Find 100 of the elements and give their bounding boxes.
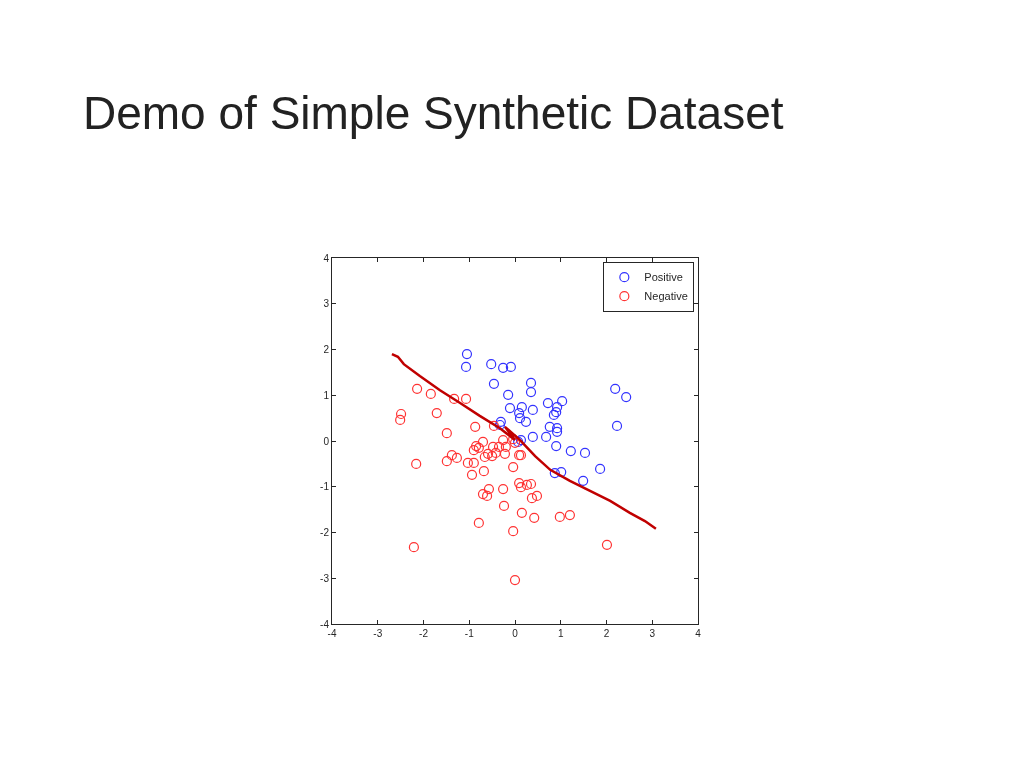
point (595, 463, 606, 475)
y-tick-label: -2 (320, 527, 330, 538)
point (473, 517, 484, 528)
point (431, 407, 442, 419)
point (441, 456, 452, 467)
point (412, 383, 423, 394)
point (544, 421, 555, 432)
point (564, 510, 575, 521)
point (514, 413, 526, 424)
point (579, 447, 591, 458)
point (527, 431, 538, 442)
point (516, 507, 527, 518)
point (488, 420, 500, 431)
point (503, 389, 514, 400)
point (521, 479, 532, 491)
x-tick-label: 3 (649, 628, 656, 639)
point (493, 441, 505, 453)
point (477, 436, 489, 448)
point (488, 378, 500, 389)
x-tick-label: -1 (464, 628, 475, 639)
point (446, 450, 457, 461)
x-tick-label: 0 (512, 628, 519, 639)
x-tick-label: 4 (695, 628, 702, 639)
point (520, 416, 532, 427)
point (531, 490, 543, 501)
point (495, 416, 506, 427)
point (451, 452, 462, 464)
y-tick-label: -3 (320, 572, 330, 584)
point (411, 458, 422, 469)
point (408, 542, 419, 553)
point (425, 388, 436, 399)
point (610, 383, 621, 394)
point (526, 493, 538, 504)
x-tick-label: -3 (373, 628, 383, 639)
x-tick-label: 1 (557, 628, 564, 639)
point (505, 361, 516, 372)
point (462, 457, 473, 469)
point (508, 526, 519, 537)
point (477, 488, 489, 500)
point (498, 362, 509, 373)
point (514, 477, 525, 489)
point (504, 402, 516, 414)
point (487, 441, 499, 453)
x-tick-label: 2 (603, 628, 610, 639)
point (461, 348, 473, 360)
point (556, 467, 567, 478)
point (483, 483, 495, 495)
point (611, 420, 623, 431)
point (541, 431, 552, 442)
point (466, 469, 478, 480)
point (499, 448, 511, 459)
point (487, 451, 498, 462)
point (395, 408, 407, 420)
point (441, 428, 452, 439)
y-tick-label: 1 (323, 389, 330, 401)
point (498, 434, 509, 446)
point (515, 482, 527, 493)
point (549, 467, 560, 479)
point (479, 451, 490, 463)
point (551, 440, 562, 452)
point (516, 402, 527, 413)
y-tick-label: -4 (320, 618, 330, 630)
point (554, 511, 565, 523)
point (565, 445, 576, 457)
point (460, 393, 472, 405)
point (601, 539, 613, 550)
point (498, 500, 510, 512)
point (490, 447, 501, 458)
point (486, 359, 497, 370)
chart-title: Demo of Simple Synthetic Dataset (83, 87, 784, 140)
point (468, 457, 479, 469)
point (529, 512, 540, 523)
point (578, 475, 589, 486)
point (468, 445, 479, 456)
y-tick-label: -1 (320, 481, 330, 493)
y-tick-label: 3 (323, 298, 330, 310)
point (481, 490, 493, 501)
y-tick-label: 2 (323, 344, 330, 355)
point (508, 461, 519, 473)
point (514, 407, 525, 419)
legend-label: Negative (644, 290, 688, 303)
point (525, 386, 537, 398)
point (557, 396, 568, 407)
legend-label: Positive (644, 271, 683, 284)
point (498, 483, 509, 495)
point (500, 441, 511, 453)
y-tick-label: 0 (323, 435, 330, 447)
line-series (390, 352, 658, 531)
y-tick-label: 4 (323, 252, 330, 264)
point (509, 574, 521, 586)
point (527, 404, 538, 415)
point (551, 402, 563, 413)
point (395, 414, 406, 426)
point (478, 466, 489, 477)
point (494, 419, 505, 431)
x-tick-label: -2 (419, 628, 429, 639)
point (470, 421, 481, 432)
point (525, 377, 537, 388)
point (525, 478, 537, 490)
point (542, 397, 554, 409)
